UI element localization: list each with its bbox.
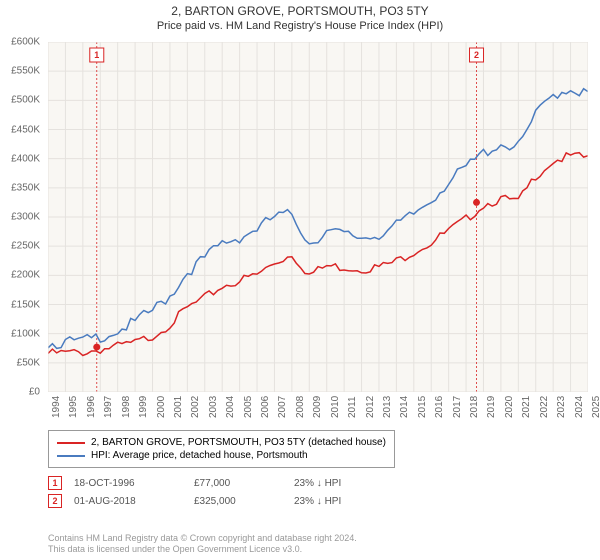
y-tick-label: £450K xyxy=(11,124,40,135)
sale-row: 2 01-AUG-2018£325,00023% ↓ HPI xyxy=(48,494,588,508)
legend-swatch xyxy=(57,455,85,457)
y-tick-label: £300K xyxy=(11,212,40,223)
x-tick-label: 2023 xyxy=(556,396,567,418)
x-tick-label: 1998 xyxy=(121,396,132,418)
sale-date: 18-OCT-1996 xyxy=(74,478,194,489)
x-tick-label: 2022 xyxy=(539,396,550,418)
x-tick-label: 2009 xyxy=(312,396,323,418)
x-tick-label: 2008 xyxy=(295,396,306,418)
x-tick-label: 1996 xyxy=(86,396,97,418)
y-tick-label: £350K xyxy=(11,182,40,193)
y-tick-label: £0 xyxy=(29,387,40,398)
plot-svg: 12 xyxy=(48,42,588,392)
x-tick-label: 1994 xyxy=(51,396,62,418)
sale-badge: 2 xyxy=(48,494,62,508)
chart-subtitle: Price paid vs. HM Land Registry's House … xyxy=(0,20,600,32)
x-tick-label: 2011 xyxy=(347,396,358,418)
chart-title: 2, BARTON GROVE, PORTSMOUTH, PO3 5TY xyxy=(0,4,600,18)
x-tick-label: 2025 xyxy=(591,396,600,418)
x-tick-label: 2007 xyxy=(277,396,288,418)
sales-list: 1 18-OCT-1996£77,00023% ↓ HPI 2 01-AUG-2018… xyxy=(48,476,588,508)
legend-label: 2, BARTON GROVE, PORTSMOUTH, PO3 5TY (de… xyxy=(91,437,386,448)
x-tick-label: 2015 xyxy=(417,396,428,418)
footer: Contains HM Land Registry data © Crown c… xyxy=(48,533,357,556)
y-tick-label: £500K xyxy=(11,95,40,106)
sale-price: £325,000 xyxy=(194,496,294,507)
x-tick-label: 1999 xyxy=(138,396,149,418)
x-tick-label: 2000 xyxy=(156,396,167,418)
footer-line-2: This data is licensed under the Open Gov… xyxy=(48,544,357,556)
x-tick-label: 2017 xyxy=(452,396,463,418)
x-tick-label: 2020 xyxy=(504,396,515,418)
x-tick-label: 2019 xyxy=(486,396,497,418)
x-tick-label: 2024 xyxy=(574,396,585,418)
legend-box: 2, BARTON GROVE, PORTSMOUTH, PO3 5TY (de… xyxy=(48,430,395,468)
x-tick-label: 2014 xyxy=(399,396,410,418)
x-tick-label: 2018 xyxy=(469,396,480,418)
y-tick-label: £600K xyxy=(11,37,40,48)
y-tick-label: £100K xyxy=(11,328,40,339)
x-tick-label: 2021 xyxy=(521,396,532,418)
legend-row: HPI: Average price, detached house, Port… xyxy=(57,450,386,461)
legend-area: 2, BARTON GROVE, PORTSMOUTH, PO3 5TY (de… xyxy=(48,430,588,512)
sale-change: 23% ↓ HPI xyxy=(294,478,394,489)
y-tick-label: £400K xyxy=(11,153,40,164)
x-tick-label: 2012 xyxy=(365,396,376,418)
legend-label: HPI: Average price, detached house, Port… xyxy=(91,450,308,461)
chart-container: 2, BARTON GROVE, PORTSMOUTH, PO3 5TY Pri… xyxy=(0,0,600,560)
svg-text:1: 1 xyxy=(94,50,99,60)
x-tick-label: 2016 xyxy=(434,396,445,418)
sale-row: 1 18-OCT-1996£77,00023% ↓ HPI xyxy=(48,476,588,490)
chart-area: 12 £0£50K£100K£150K£200K£250K£300K£350K£… xyxy=(48,42,588,392)
x-tick-label: 2005 xyxy=(243,396,254,418)
titles: 2, BARTON GROVE, PORTSMOUTH, PO3 5TY Pri… xyxy=(0,0,600,32)
x-tick-label: 2010 xyxy=(330,396,341,418)
x-tick-label: 2013 xyxy=(382,396,393,418)
sale-badge: 1 xyxy=(48,476,62,490)
x-axis-ticks: 1994 1995 1996 1997 1998 1999 2000 2001 2002 2003… xyxy=(48,392,588,422)
y-tick-label: £50K xyxy=(17,357,40,368)
sale-price: £77,000 xyxy=(194,478,294,489)
x-tick-label: 2001 xyxy=(173,396,184,418)
svg-text:2: 2 xyxy=(474,50,479,60)
x-tick-label: 2003 xyxy=(208,396,219,418)
x-tick-label: 1997 xyxy=(103,396,114,418)
sale-change: 23% ↓ HPI xyxy=(294,496,394,507)
x-tick-label: 1995 xyxy=(68,396,79,418)
y-tick-label: £200K xyxy=(11,270,40,281)
footer-line-1: Contains HM Land Registry data © Crown c… xyxy=(48,533,357,545)
x-tick-label: 2004 xyxy=(225,396,236,418)
sale-date: 01-AUG-2018 xyxy=(74,496,194,507)
y-tick-label: £550K xyxy=(11,66,40,77)
x-tick-label: 2002 xyxy=(190,396,201,418)
y-axis-ticks: £0£50K£100K£150K£200K£250K£300K£350K£400… xyxy=(4,42,44,392)
legend-swatch xyxy=(57,442,85,444)
y-tick-label: £150K xyxy=(11,299,40,310)
y-tick-label: £250K xyxy=(11,241,40,252)
legend-row: 2, BARTON GROVE, PORTSMOUTH, PO3 5TY (de… xyxy=(57,437,386,448)
x-tick-label: 2006 xyxy=(260,396,271,418)
